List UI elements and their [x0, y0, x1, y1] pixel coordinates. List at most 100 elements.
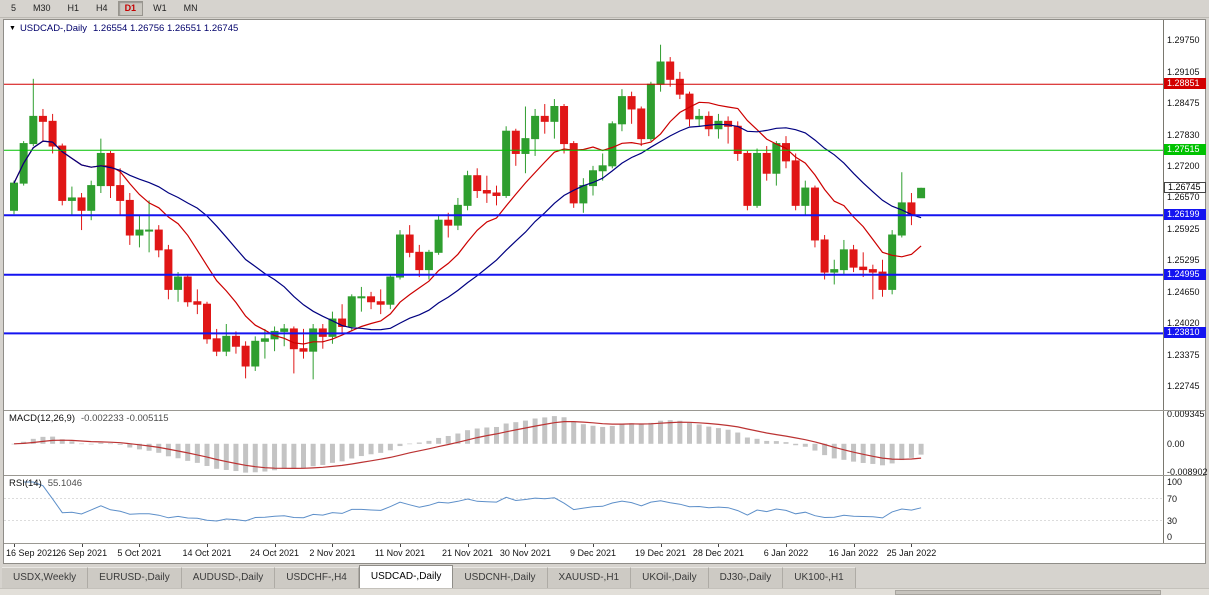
- axis-tick: 1.28475: [1167, 97, 1200, 108]
- date-label: 21 Nov 2021: [442, 548, 494, 558]
- horizontal-lines: [4, 83, 1163, 335]
- hline-badge-1.26199: 1.26199: [1164, 209, 1206, 221]
- date-label: 28 Dec 2021: [692, 548, 744, 558]
- hline-badge-1.28851: 1.28851: [1164, 78, 1206, 90]
- time-tick: [718, 544, 720, 547]
- time-tick: [911, 544, 913, 547]
- time-tick: [207, 544, 208, 547]
- time-tick: [467, 544, 469, 547]
- date-label: 25 Jan 2022: [886, 548, 937, 558]
- chart-tab-uk100-h1[interactable]: UK100-,H1: [783, 567, 856, 588]
- timeframe-button-h1[interactable]: H1: [67, 3, 80, 13]
- time-tick: [14, 544, 15, 547]
- axis-tick: 1.26570: [1167, 191, 1200, 202]
- date-label: 26 Sep 2021: [56, 548, 108, 558]
- rsi-value: 55.1046: [47, 478, 83, 489]
- axis-tick: 1.29750: [1167, 34, 1200, 45]
- axis-tick: 0.009345: [1167, 409, 1205, 420]
- time-axis: 16 Sep 2021 26 Sep 2021 5 Oct 2021 14 Oct 2…: [4, 544, 1163, 563]
- hline-badge-1.27515: 1.27515: [1164, 144, 1206, 156]
- hline-badge-1.23810: 1.23810: [1164, 327, 1206, 339]
- time-axis-separator: [4, 543, 1205, 544]
- chart-ohlc-values: 1.26554 1.26756 1.26551 1.26745: [92, 23, 239, 34]
- axis-tick: 30: [1167, 515, 1178, 526]
- timeframe-button-w1[interactable]: W1: [153, 3, 167, 13]
- axis-tick: 1.24650: [1167, 286, 1200, 297]
- time-tick: [274, 544, 276, 547]
- chart-tab-xauusd-h1[interactable]: XAUUSD-,H1: [547, 567, 632, 588]
- date-label: 2 Nov 2021: [309, 548, 356, 558]
- axis-tick: 1.27200: [1167, 160, 1200, 171]
- time-tick: [593, 544, 594, 547]
- timeframe-button-d1[interactable]: D1: [117, 1, 144, 16]
- date-label: 5 Oct 2021: [117, 548, 162, 558]
- time-tick: [660, 544, 662, 547]
- axis-tick: 100: [1167, 477, 1183, 487]
- timeframe-button-m30[interactable]: M30: [33, 3, 51, 13]
- hline-badge-1.24995: 1.24995: [1164, 268, 1206, 280]
- axis-tick: -0.008902: [1167, 466, 1208, 477]
- axis-tick: 70: [1167, 493, 1178, 504]
- macd-histogram: [11, 416, 924, 473]
- rsi-line: [23, 481, 922, 522]
- date-label: 24 Oct 2021: [250, 548, 300, 558]
- chart-title-bar: ▼ USDCAD-,Daily 1.26554 1.26756 1.26551 1.…: [9, 23, 238, 34]
- time-tick: [786, 544, 787, 547]
- rsi-level-lines: [4, 498, 1163, 521]
- macd-panel-separator[interactable]: [4, 410, 1205, 411]
- timeframe-button-mn[interactable]: MN: [183, 3, 198, 13]
- time-tick: [525, 544, 527, 547]
- ma-slow-line: [13, 123, 922, 331]
- scrollbar-thumb[interactable]: [894, 590, 1161, 595]
- price-chart-canvas[interactable]: [4, 20, 1163, 543]
- price-axis: 1.29750 1.29105 1.28475 1.27830 1.27200 1.265…: [1163, 20, 1208, 543]
- timeframe-button-h4[interactable]: H4: [96, 3, 108, 13]
- macd-values: -0.002233 -0.005115: [81, 413, 169, 424]
- axis-tick: 1.27830: [1167, 129, 1200, 140]
- time-tick: [853, 544, 855, 547]
- rsi-indicator-label: RSI(14) 55.1046: [9, 478, 82, 489]
- axis-tick: 1.23375: [1167, 349, 1200, 360]
- time-tick: [81, 544, 83, 547]
- axis-tick: 1.29105: [1167, 66, 1200, 77]
- chart-tab-audusd-daily[interactable]: AUDUSD-,Daily: [181, 567, 276, 588]
- chart-tabs-bar: USDX,Weekly EURUSD-,Daily AUDUSD-,Daily USD…: [0, 564, 1209, 588]
- chart-tab-ukoil-daily[interactable]: UKOil-,Daily: [631, 567, 709, 588]
- chart-title: USDCAD-,Daily: [19, 23, 87, 34]
- date-label: 9 Dec 2021: [569, 548, 617, 558]
- macd-indicator-label: MACD(12,26,9) -0.002233 -0.005115: [9, 413, 169, 424]
- chart-tab-eurusd-daily[interactable]: EURUSD-,Daily: [88, 567, 182, 588]
- macd-signal-line: [13, 421, 922, 470]
- date-label: 6 Jan 2022: [763, 548, 809, 558]
- time-tick: [139, 544, 141, 547]
- current-price-badge: 1.26745: [1164, 182, 1206, 194]
- chart-tab-usdchf-h4[interactable]: USDCHF-,H4: [275, 567, 359, 588]
- chart-tab-usdx-weekly[interactable]: USDX,Weekly: [2, 567, 89, 588]
- chart-tab-usdcad-daily[interactable]: USDCAD-,Daily: [358, 565, 454, 588]
- axis-tick: 1.22745: [1167, 381, 1200, 392]
- ma-fast-line: [13, 101, 922, 345]
- date-label: 30 Nov 2021: [499, 548, 551, 558]
- date-label: 11 Nov 2021: [374, 548, 426, 558]
- timeframe-toolbar: 5 M30 H1 H4 D1 W1 MN: [0, 0, 1209, 18]
- axis-tick: 0.00: [1167, 438, 1185, 449]
- date-label: 19 Dec 2021: [635, 548, 687, 558]
- chart-tab-dj30-daily[interactable]: DJ30-,Daily: [708, 567, 784, 588]
- rsi-panel-separator[interactable]: [4, 475, 1205, 476]
- axis-tick: 0: [1167, 532, 1173, 542]
- chart-area[interactable]: 1.29750 1.29105 1.28475 1.27830 1.27200 1.265…: [3, 19, 1208, 564]
- rsi-label: RSI(14): [9, 478, 42, 489]
- axis-tick: 1.25925: [1167, 223, 1200, 234]
- macd-label: MACD(12,26,9): [9, 413, 75, 424]
- candlestick-series: [10, 44, 926, 380]
- chart-menu-icon[interactable]: ▼: [9, 25, 16, 32]
- axis-tick: 1.25295: [1167, 254, 1200, 265]
- date-label: 14 Oct 2021: [182, 548, 232, 558]
- horizontal-scrollbar[interactable]: [0, 588, 1209, 595]
- time-tick: [332, 544, 334, 547]
- chart-tab-usdcnh-daily[interactable]: USDCNH-,Daily: [453, 567, 548, 588]
- time-tick: [400, 544, 401, 547]
- timeframe-button-5[interactable]: 5: [11, 3, 17, 13]
- date-label: 16 Sep 2021: [6, 548, 58, 558]
